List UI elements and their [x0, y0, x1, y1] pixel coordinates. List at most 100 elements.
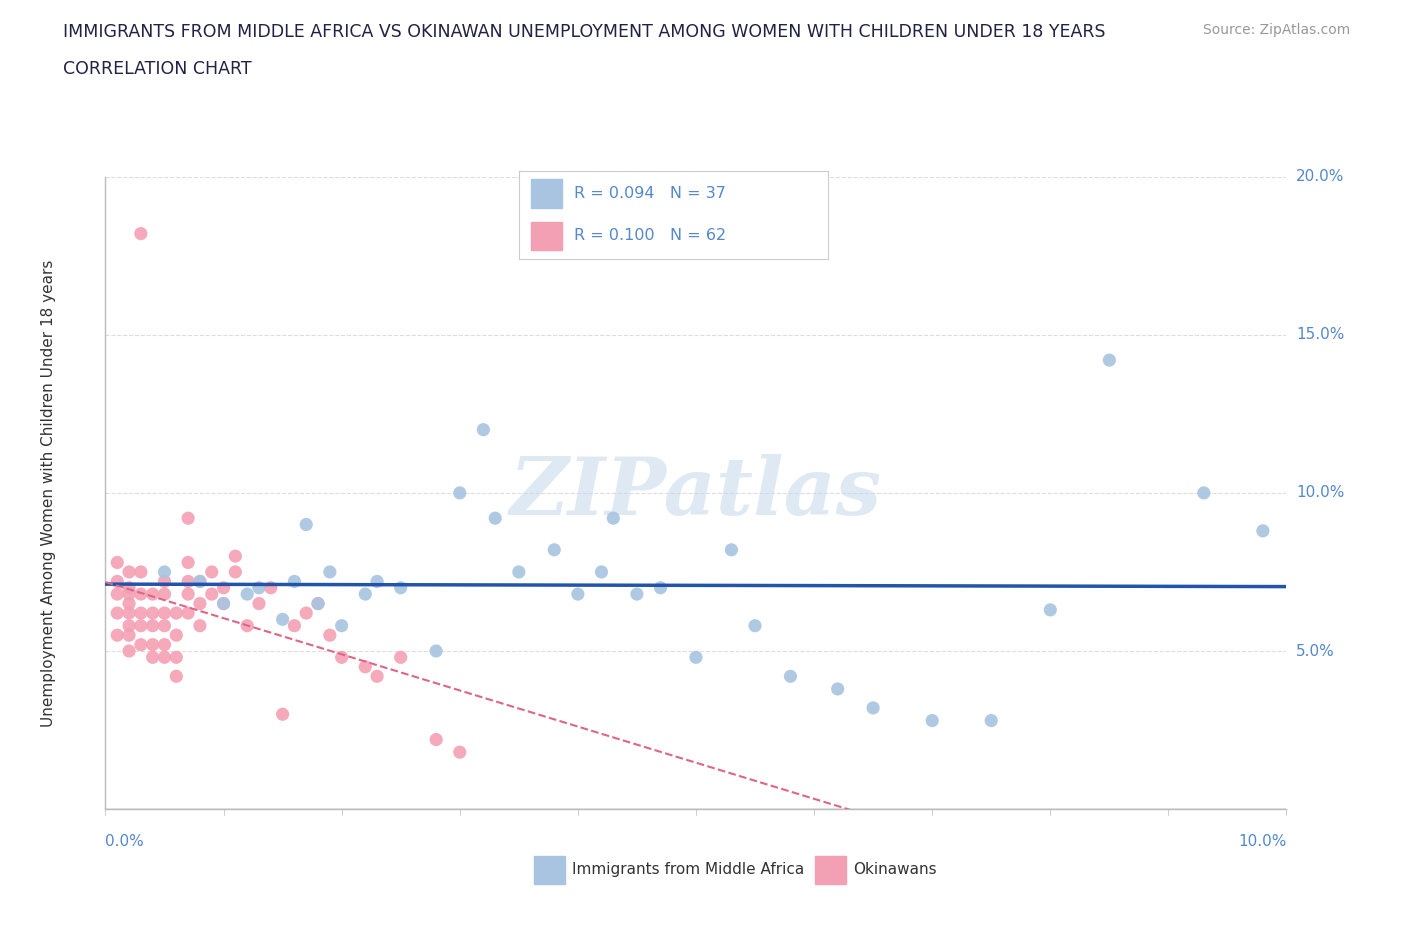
Point	[720, 542, 742, 557]
Point	[1098, 352, 1121, 367]
Point	[236, 587, 259, 602]
Text: ZIPatlas: ZIPatlas	[510, 454, 882, 532]
Point	[129, 618, 152, 633]
Point	[827, 682, 849, 697]
Point	[366, 574, 388, 589]
Point	[142, 618, 165, 633]
Point	[212, 596, 235, 611]
Point	[484, 511, 506, 525]
Point	[389, 580, 412, 595]
Point	[177, 511, 200, 525]
Point	[1039, 603, 1062, 618]
Point	[330, 618, 353, 633]
Point	[212, 580, 235, 595]
Point	[425, 732, 447, 747]
Text: Immigrants from Middle Africa: Immigrants from Middle Africa	[572, 862, 804, 877]
Point	[862, 700, 884, 715]
Point	[165, 650, 187, 665]
Point	[142, 650, 165, 665]
Point	[142, 587, 165, 602]
Point	[247, 580, 270, 595]
Point	[105, 555, 128, 570]
Point	[307, 596, 329, 611]
Point	[177, 574, 200, 589]
Point	[188, 618, 211, 633]
Point	[354, 587, 377, 602]
Point	[779, 669, 801, 684]
Point	[188, 596, 211, 611]
Point	[247, 596, 270, 611]
Point	[177, 587, 200, 602]
Text: 5.0%: 5.0%	[1296, 644, 1334, 658]
Point	[129, 226, 152, 241]
Point	[118, 618, 141, 633]
Point	[188, 574, 211, 589]
Text: CORRELATION CHART: CORRELATION CHART	[63, 60, 252, 78]
Point	[319, 628, 342, 643]
Point	[307, 596, 329, 611]
Point	[650, 580, 672, 595]
Point	[330, 650, 353, 665]
Point	[118, 596, 141, 611]
Point	[212, 596, 235, 611]
Point	[142, 637, 165, 652]
Point	[224, 565, 246, 579]
Point	[389, 650, 412, 665]
Text: 20.0%: 20.0%	[1296, 169, 1344, 184]
Point	[129, 587, 152, 602]
Point	[591, 565, 613, 579]
Text: Unemployment Among Women with Children Under 18 years: Unemployment Among Women with Children U…	[41, 259, 56, 726]
Point	[980, 713, 1002, 728]
Point	[118, 580, 141, 595]
Point	[105, 605, 128, 620]
Point	[153, 650, 176, 665]
Point	[295, 517, 318, 532]
Point	[105, 574, 128, 589]
Point	[283, 574, 305, 589]
Point	[118, 628, 141, 643]
Point	[118, 605, 141, 620]
Point	[177, 605, 200, 620]
Text: R = 0.094   N = 37: R = 0.094 N = 37	[575, 186, 727, 201]
Point	[105, 628, 128, 643]
Point	[425, 644, 447, 658]
Text: 10.0%: 10.0%	[1239, 834, 1286, 849]
Point	[449, 485, 471, 500]
Point	[129, 605, 152, 620]
Text: Okinawans: Okinawans	[853, 862, 936, 877]
Point	[472, 422, 495, 437]
Point	[271, 707, 294, 722]
FancyBboxPatch shape	[531, 179, 562, 207]
Point	[165, 628, 187, 643]
Point	[201, 565, 224, 579]
Point	[1251, 524, 1274, 538]
Point	[602, 511, 624, 525]
Text: 0.0%: 0.0%	[105, 834, 145, 849]
Point	[165, 669, 187, 684]
Point	[319, 565, 342, 579]
Text: IMMIGRANTS FROM MIDDLE AFRICA VS OKINAWAN UNEMPLOYMENT AMONG WOMEN WITH CHILDREN: IMMIGRANTS FROM MIDDLE AFRICA VS OKINAWA…	[63, 23, 1105, 41]
Point	[188, 574, 211, 589]
Point	[201, 587, 224, 602]
Point	[142, 605, 165, 620]
Point	[224, 549, 246, 564]
Point	[685, 650, 707, 665]
Point	[449, 745, 471, 760]
Point	[165, 605, 187, 620]
Text: 15.0%: 15.0%	[1296, 327, 1344, 342]
Point	[626, 587, 648, 602]
Point	[921, 713, 943, 728]
Point	[153, 574, 176, 589]
Point	[236, 618, 259, 633]
Text: Source: ZipAtlas.com: Source: ZipAtlas.com	[1202, 23, 1350, 37]
Point	[283, 618, 305, 633]
Point	[271, 612, 294, 627]
Point	[129, 565, 152, 579]
Point	[744, 618, 766, 633]
Point	[295, 605, 318, 620]
Point	[118, 565, 141, 579]
Point	[153, 605, 176, 620]
Point	[153, 565, 176, 579]
Point	[508, 565, 530, 579]
Point	[129, 637, 152, 652]
